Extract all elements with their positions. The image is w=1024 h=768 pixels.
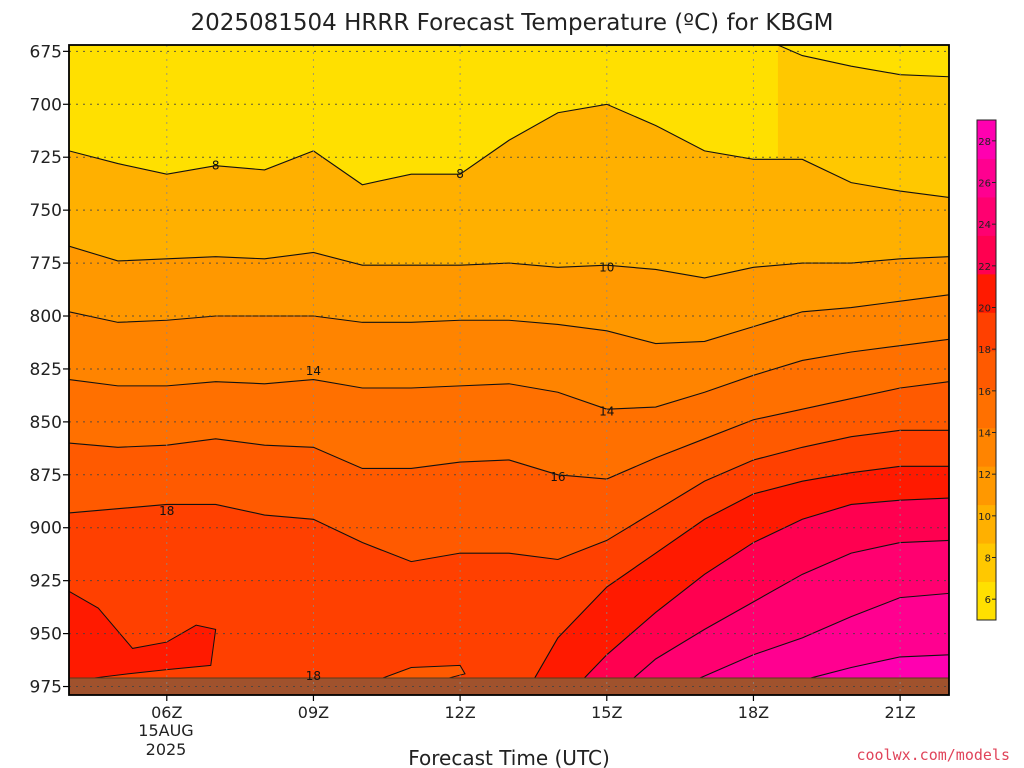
contour-label: 18 xyxy=(159,504,174,518)
x-axis-label: Forecast Time (UTC) xyxy=(408,746,610,768)
colorbar-tick-label: 18 xyxy=(978,345,991,356)
x-tick-label: 12Z xyxy=(444,703,475,722)
contour-label: 10 xyxy=(599,260,614,274)
date-label-day: 15AUG xyxy=(138,721,193,740)
ground-band xyxy=(69,678,949,695)
chart-title: 2025081504 HRRR Forecast Temperature (ºC… xyxy=(190,10,833,36)
colorbar-tick-label: 22 xyxy=(978,262,991,273)
isotherm-line xyxy=(69,103,949,198)
contour-label: 14 xyxy=(306,364,321,378)
y-tick-label: 875 xyxy=(30,466,62,486)
x-tick-label: 18Z xyxy=(738,703,769,722)
colorbar-segment xyxy=(977,196,996,236)
y-tick-label: 850 xyxy=(30,413,62,433)
isotherm-line xyxy=(532,465,949,681)
colorbar-segment xyxy=(977,427,996,467)
isotherm-line xyxy=(69,381,949,480)
colorbar-segment xyxy=(977,504,996,544)
colorbar-tick-label: 26 xyxy=(978,179,991,190)
colorbar-segment xyxy=(977,312,996,352)
colorbar-tick-label: 10 xyxy=(978,512,991,523)
colorbar: 6 8 10 12 14 16 18 20 22 24 26 28 xyxy=(976,119,997,621)
contour-label: 16 xyxy=(550,470,565,484)
colorbar-tick-label: 24 xyxy=(978,220,991,231)
isotherm-line xyxy=(679,592,949,688)
y-tick-label: 675 xyxy=(30,42,62,62)
colorbar-segment xyxy=(977,350,996,390)
colorbar-tick-label: 28 xyxy=(978,137,991,148)
isotherm-line xyxy=(69,294,949,345)
colorbar-segment xyxy=(977,235,996,275)
isotherm-line xyxy=(630,539,949,681)
y-tick-label: 825 xyxy=(30,360,62,380)
isotherm-line xyxy=(69,429,949,563)
y-tick-label: 900 xyxy=(30,519,62,539)
y-axis: 675 700 725 750 775 800 825 850 875 900 925 950 975 xyxy=(30,42,69,698)
colorbar-tick-label: 16 xyxy=(978,387,991,398)
contour-label: 8 xyxy=(212,159,220,173)
plot-frame xyxy=(68,44,950,696)
x-tick-label: 09Z xyxy=(298,703,329,722)
date-label-year: 2025 xyxy=(146,740,187,759)
y-tick-label: 925 xyxy=(30,572,62,592)
y-tick-label: 700 xyxy=(30,95,62,115)
colorbar-segment xyxy=(977,466,996,506)
colorbar-tick-label: 12 xyxy=(978,470,991,481)
y-tick-label: 975 xyxy=(30,678,62,698)
isotherm-line xyxy=(777,45,949,78)
x-tick-label: 06Z xyxy=(151,703,182,722)
colorbar-frame xyxy=(976,119,997,621)
colorbar-segment xyxy=(977,581,996,621)
contour-label: 14 xyxy=(599,404,614,418)
x-tick-label: 15Z xyxy=(591,703,622,722)
colorbar-tick-label: 6 xyxy=(985,595,991,606)
colorbar-tick-label: 8 xyxy=(985,554,991,565)
credit-text: coolwx.com/models xyxy=(856,746,1010,764)
y-tick-label: 950 xyxy=(30,625,62,645)
colorbar-tick-label: 14 xyxy=(978,429,991,440)
colorbar-segment xyxy=(977,120,996,159)
x-tick-label: 21Z xyxy=(884,703,915,722)
isotherm-line xyxy=(69,245,949,279)
y-tick-label: 750 xyxy=(30,201,62,221)
contour-label: 8 xyxy=(456,167,464,181)
y-tick-label: 725 xyxy=(30,148,62,168)
isotherm-line xyxy=(69,338,949,410)
colorbar-segment xyxy=(977,389,996,429)
colorbar-segment xyxy=(977,273,996,313)
y-tick-label: 775 xyxy=(30,254,62,274)
colorbar-tick-label: 20 xyxy=(978,304,991,315)
colorbar-segment xyxy=(977,543,996,583)
colorbar-segment xyxy=(977,158,996,198)
y-tick-label: 800 xyxy=(30,307,62,327)
x-axis: 06Z 09Z 12Z 15Z 18Z 21Z xyxy=(151,695,916,722)
